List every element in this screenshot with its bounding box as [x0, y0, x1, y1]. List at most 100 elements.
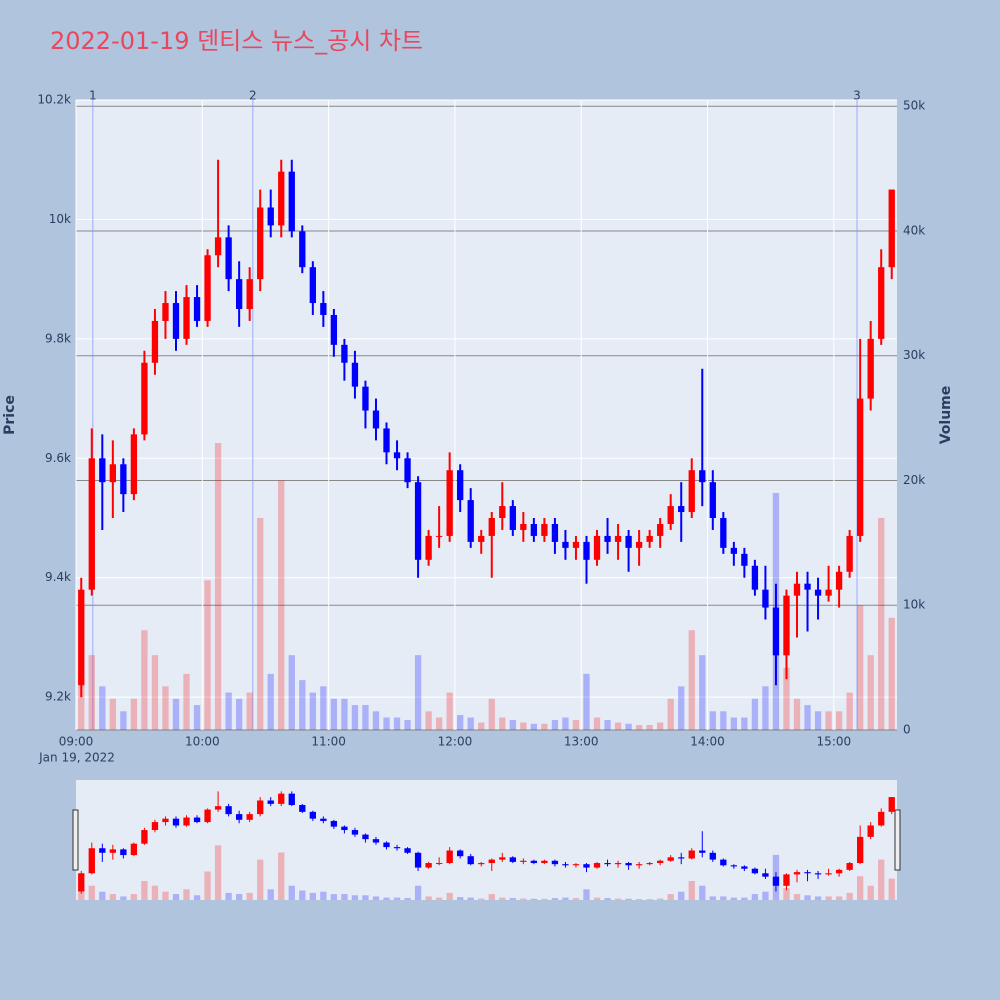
mini-volume-bar: [878, 859, 885, 900]
mini-candle-body: [730, 865, 738, 867]
mini-candle-body: [593, 863, 601, 868]
volume-bar: [351, 705, 359, 730]
mini-candle-body: [467, 856, 474, 865]
mini-volume-bar: [78, 889, 85, 900]
volume-bar: [141, 630, 148, 730]
volume-bar: [130, 698, 138, 730]
volume-bar: [88, 655, 95, 730]
candle-body: [309, 267, 316, 304]
mini-volume-bar: [278, 852, 285, 900]
range-handle[interactable]: [894, 809, 901, 871]
mini-volume-bar: [141, 880, 148, 900]
volume-bar: [541, 723, 548, 730]
candle-body: [372, 410, 380, 429]
candle-body: [404, 458, 411, 483]
volume-bar: [435, 717, 443, 730]
mini-candle-body: [751, 868, 759, 874]
candle-body: [825, 589, 832, 596]
mini-candle-body: [183, 817, 190, 826]
y2-tick-label: 20k: [903, 473, 925, 487]
mini-candle-body: [678, 857, 685, 859]
mini-volume-bar: [351, 895, 359, 900]
mini-candle-body: [120, 849, 127, 856]
candle-body: [614, 535, 622, 542]
candle-body: [499, 506, 506, 519]
candle-body: [267, 207, 274, 226]
volume-bar: [478, 722, 485, 730]
volume-bar: [393, 717, 401, 730]
mini-volume-bar: [804, 895, 811, 900]
mini-candle-body: [720, 859, 727, 866]
volume-bar: [635, 725, 643, 730]
mini-candle-body: [825, 873, 832, 875]
volume-bar: [183, 673, 190, 730]
volume-bar: [657, 722, 664, 730]
volume-bar: [699, 655, 706, 730]
mini-volume-bar: [583, 889, 590, 900]
volume-bar: [109, 698, 116, 730]
candle-body: [678, 506, 685, 513]
mini-candle-body: [193, 817, 201, 823]
mini-volume-bar: [835, 896, 843, 900]
mini-volume-bar: [235, 894, 243, 900]
candle-body: [572, 541, 580, 548]
mini-candle-body: [867, 825, 874, 837]
mini-volume-bar: [762, 891, 769, 900]
volume-bar: [99, 686, 106, 730]
mini-volume-bar: [604, 898, 611, 900]
mini-candle-body: [204, 809, 211, 823]
candle-body: [246, 279, 253, 310]
candle-body: [741, 553, 748, 566]
volume-bar: [414, 655, 422, 730]
mini-candle-body: [846, 863, 853, 870]
mini-candle-body: [888, 797, 895, 812]
mini-candle-body: [235, 814, 243, 820]
candle-body: [709, 482, 716, 519]
mini-volume-bar: [372, 896, 380, 900]
mini-candle-body: [530, 860, 538, 864]
volume-bar: [678, 686, 685, 730]
candle-body: [509, 506, 516, 530]
mini-volume-bar: [288, 885, 295, 900]
volume-bar: [362, 705, 369, 730]
candle-body: [783, 595, 790, 656]
candle-body: [414, 482, 422, 560]
candle-body: [425, 535, 432, 560]
y-tick-label: 10.2k: [37, 93, 71, 107]
mini-volume-bar: [120, 896, 127, 900]
candle-body: [593, 535, 601, 560]
mini-volume-bar: [267, 889, 274, 900]
candle-body: [330, 314, 338, 345]
mini-volume-bar: [667, 894, 674, 900]
mini-candle-body: [509, 857, 516, 862]
annotation-label: 3: [853, 89, 861, 103]
mini-volume-bar: [520, 898, 527, 900]
mini-candle-body: [214, 806, 222, 810]
mini-candle-body: [657, 860, 664, 864]
x-date-label: Jan 19, 2022: [38, 751, 115, 765]
mini-volume-bar: [709, 896, 716, 900]
volume-bar: [341, 698, 348, 730]
mini-candle-body: [688, 850, 695, 859]
mini-candle-body: [278, 793, 285, 804]
mini-candle-body: [109, 849, 116, 853]
mini-candle-body: [446, 850, 453, 864]
volume-bar: [488, 698, 495, 730]
candle-body: [835, 571, 843, 590]
mini-volume-bar: [299, 890, 306, 900]
candle-body: [541, 523, 548, 536]
range-handle[interactable]: [72, 809, 79, 871]
mini-volume-bar: [551, 898, 559, 900]
mini-candle-body: [667, 857, 674, 861]
volume-bar: [288, 655, 295, 730]
mini-candle-body: [130, 843, 138, 856]
range-slider[interactable]: [76, 780, 897, 900]
mini-volume-bar: [635, 899, 643, 900]
mini-volume-bar: [172, 894, 180, 900]
candle-body: [583, 541, 590, 560]
mini-volume-bar: [341, 894, 348, 900]
mini-volume-bar: [751, 894, 759, 900]
volume-bar: [604, 720, 611, 730]
volume-bar: [614, 722, 622, 730]
mini-candle-body: [141, 830, 148, 844]
